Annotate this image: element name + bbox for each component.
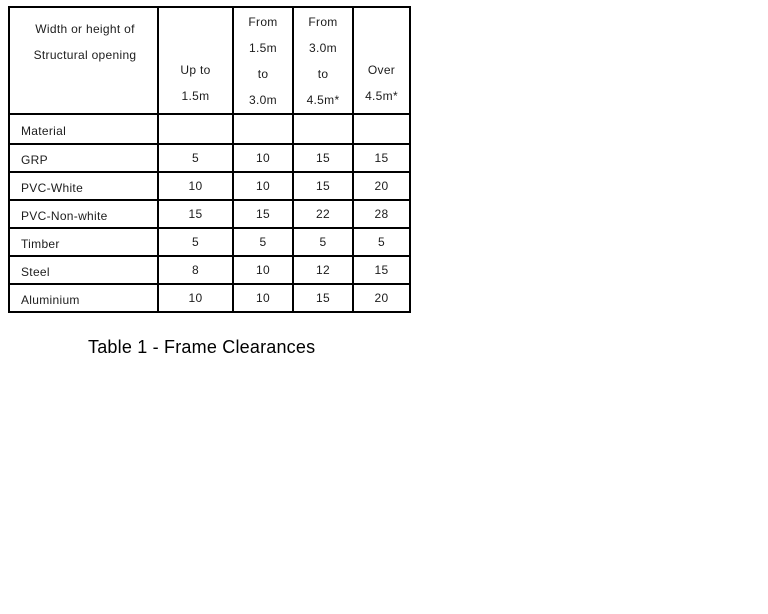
value-cell: 5	[292, 227, 354, 257]
material-cell: PVC-Non-white	[8, 199, 159, 229]
header-from-1-5m-to-3-0m: From 1.5m to 3.0m	[232, 6, 294, 115]
empty-cell	[292, 113, 354, 145]
value-cell: 5	[232, 227, 294, 257]
header-line: 4.5m*	[365, 89, 398, 103]
value-cell: 15	[292, 283, 354, 313]
material-section-row: Material	[8, 113, 411, 145]
material-cell: GRP	[8, 143, 159, 173]
value-cell: 12	[292, 255, 354, 285]
table-row-aluminium: Aluminium 10 10 15 20	[8, 283, 411, 313]
value-cell: 20	[352, 283, 411, 313]
value-cell: 10	[157, 283, 234, 313]
header-line: Width or height of	[35, 22, 135, 36]
header-line: to	[317, 66, 329, 81]
header-line: Up to	[180, 63, 211, 77]
header-line: 3.0m	[309, 40, 337, 55]
header-line: 1.5m	[249, 40, 277, 55]
frame-clearances-table: Width or height of Structural opening Up…	[8, 6, 411, 313]
value-cell: 8	[157, 255, 234, 285]
value-cell: 15	[232, 199, 294, 229]
header-line: 4.5m*	[306, 92, 340, 107]
header-up-to-1-5m: Up to 1.5m	[157, 6, 234, 115]
value-cell: 5	[157, 143, 234, 173]
table-caption: Table 1 - Frame Clearances	[88, 337, 316, 357]
value-cell: 5	[157, 227, 234, 257]
empty-cell	[232, 113, 294, 145]
table-row-pvc-white: PVC-White 10 10 15 20	[8, 171, 411, 201]
empty-cell	[157, 113, 234, 145]
value-cell: 22	[292, 199, 354, 229]
table-header-row: Width or height of Structural opening Up…	[8, 6, 411, 115]
material-cell: PVC-White	[8, 171, 159, 201]
value-cell: 15	[352, 143, 411, 173]
empty-cell	[352, 113, 411, 145]
value-cell: 10	[232, 255, 294, 285]
header-line: 1.5m	[181, 89, 210, 103]
value-cell: 15	[352, 255, 411, 285]
value-cell: 15	[157, 199, 234, 229]
material-cell: Aluminium	[8, 283, 159, 313]
table-row-timber: Timber 5 5 5 5	[8, 227, 411, 257]
header-line: Structural opening	[33, 48, 137, 62]
header-from-3-0m-to-4-5m: From 3.0m to 4.5m*	[292, 6, 354, 115]
header-opening-size: Width or height of Structural opening	[8, 6, 159, 115]
value-cell: 10	[157, 171, 234, 201]
header-line: to	[257, 66, 269, 81]
header-line: From	[308, 14, 338, 29]
table-row-steel: Steel 8 10 12 15	[8, 255, 411, 285]
header-line: Over	[367, 63, 396, 77]
value-cell: 15	[292, 143, 354, 173]
value-cell: 10	[232, 283, 294, 313]
table-row-pvc-non-white: PVC-Non-white 15 15 22 28	[8, 199, 411, 229]
material-cell: Timber	[8, 227, 159, 257]
value-cell: 15	[292, 171, 354, 201]
value-cell: 10	[232, 171, 294, 201]
value-cell: 5	[352, 227, 411, 257]
header-over-4-5m: Over 4.5m*	[352, 6, 411, 115]
value-cell: 28	[352, 199, 411, 229]
header-line: From	[248, 14, 278, 29]
value-cell: 10	[232, 143, 294, 173]
material-cell: Steel	[8, 255, 159, 285]
material-section-label: Material	[8, 113, 159, 145]
header-line: 3.0m	[249, 92, 277, 107]
table-row-grp: GRP 5 10 15 15	[8, 143, 411, 173]
value-cell: 20	[352, 171, 411, 201]
